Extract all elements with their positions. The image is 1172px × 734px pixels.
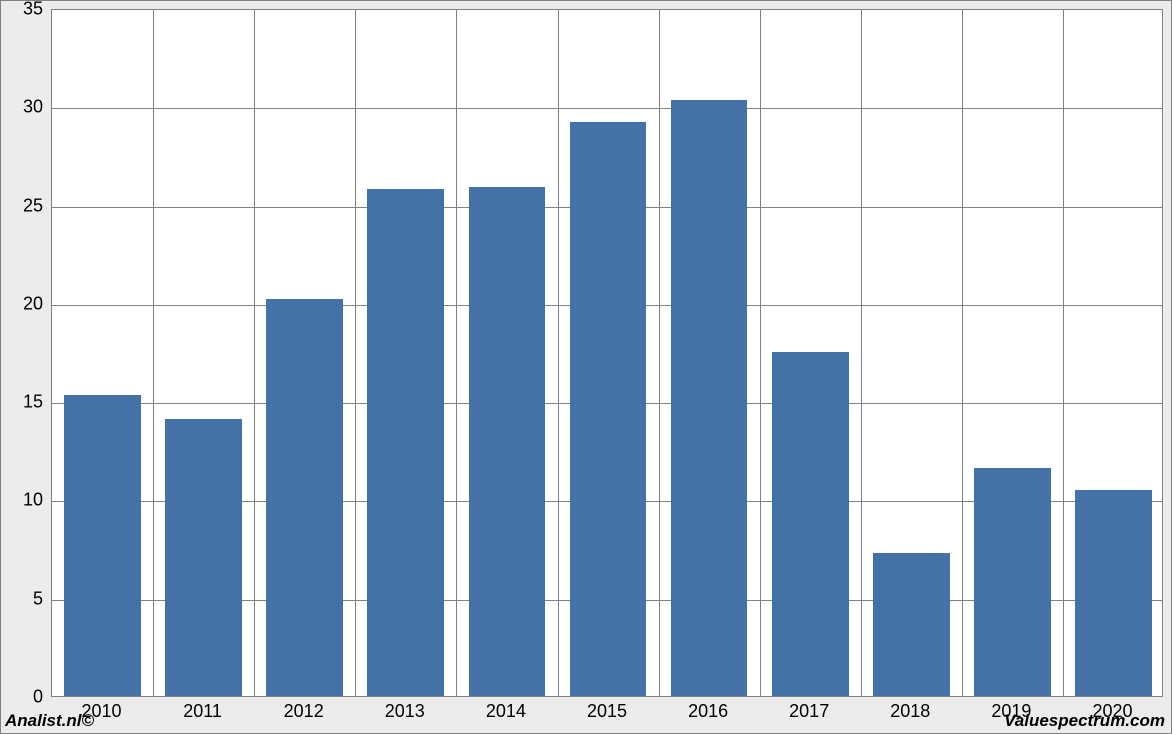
grid-v-10 [1063,10,1064,696]
bar-2010 [64,395,141,696]
footer-right: Valuespectrum.com [1004,711,1165,731]
xtick-2014: 2014 [486,701,526,722]
bar-2020 [1075,490,1152,696]
xtick-2017: 2017 [789,701,829,722]
ytick-30: 30 [3,97,43,118]
ytick-15: 15 [3,392,43,413]
grid-v-6 [659,10,660,696]
plot-area [51,9,1163,697]
xtick-2015: 2015 [587,701,627,722]
bar-2017 [772,352,849,696]
footer-left: Analist.nl© [5,711,94,731]
grid-v-9 [962,10,963,696]
grid-v-2 [254,10,255,696]
grid-v-4 [456,10,457,696]
grid-v-7 [760,10,761,696]
xtick-2016: 2016 [688,701,728,722]
ytick-20: 20 [3,293,43,314]
grid-v-1 [153,10,154,696]
grid-v-3 [355,10,356,696]
chart-container: 0 5 10 15 20 25 30 35 2010 2011 2012 201… [0,0,1172,734]
ytick-35: 35 [3,0,43,20]
bar-2018 [873,553,950,697]
bar-2015 [570,122,647,696]
bar-2019 [974,468,1051,696]
bar-2016 [671,100,748,696]
bar-2011 [165,419,242,696]
grid-v-5 [558,10,559,696]
bar-2013 [367,189,444,696]
ytick-25: 25 [3,195,43,216]
ytick-5: 5 [3,588,43,609]
xtick-2012: 2012 [284,701,324,722]
bar-2012 [266,299,343,696]
ytick-0: 0 [3,687,43,708]
grid-h-30 [52,108,1162,109]
xtick-2018: 2018 [890,701,930,722]
xtick-2011: 2011 [183,701,222,722]
xtick-2013: 2013 [385,701,425,722]
ytick-10: 10 [3,490,43,511]
bar-2014 [469,187,546,696]
grid-v-8 [861,10,862,696]
